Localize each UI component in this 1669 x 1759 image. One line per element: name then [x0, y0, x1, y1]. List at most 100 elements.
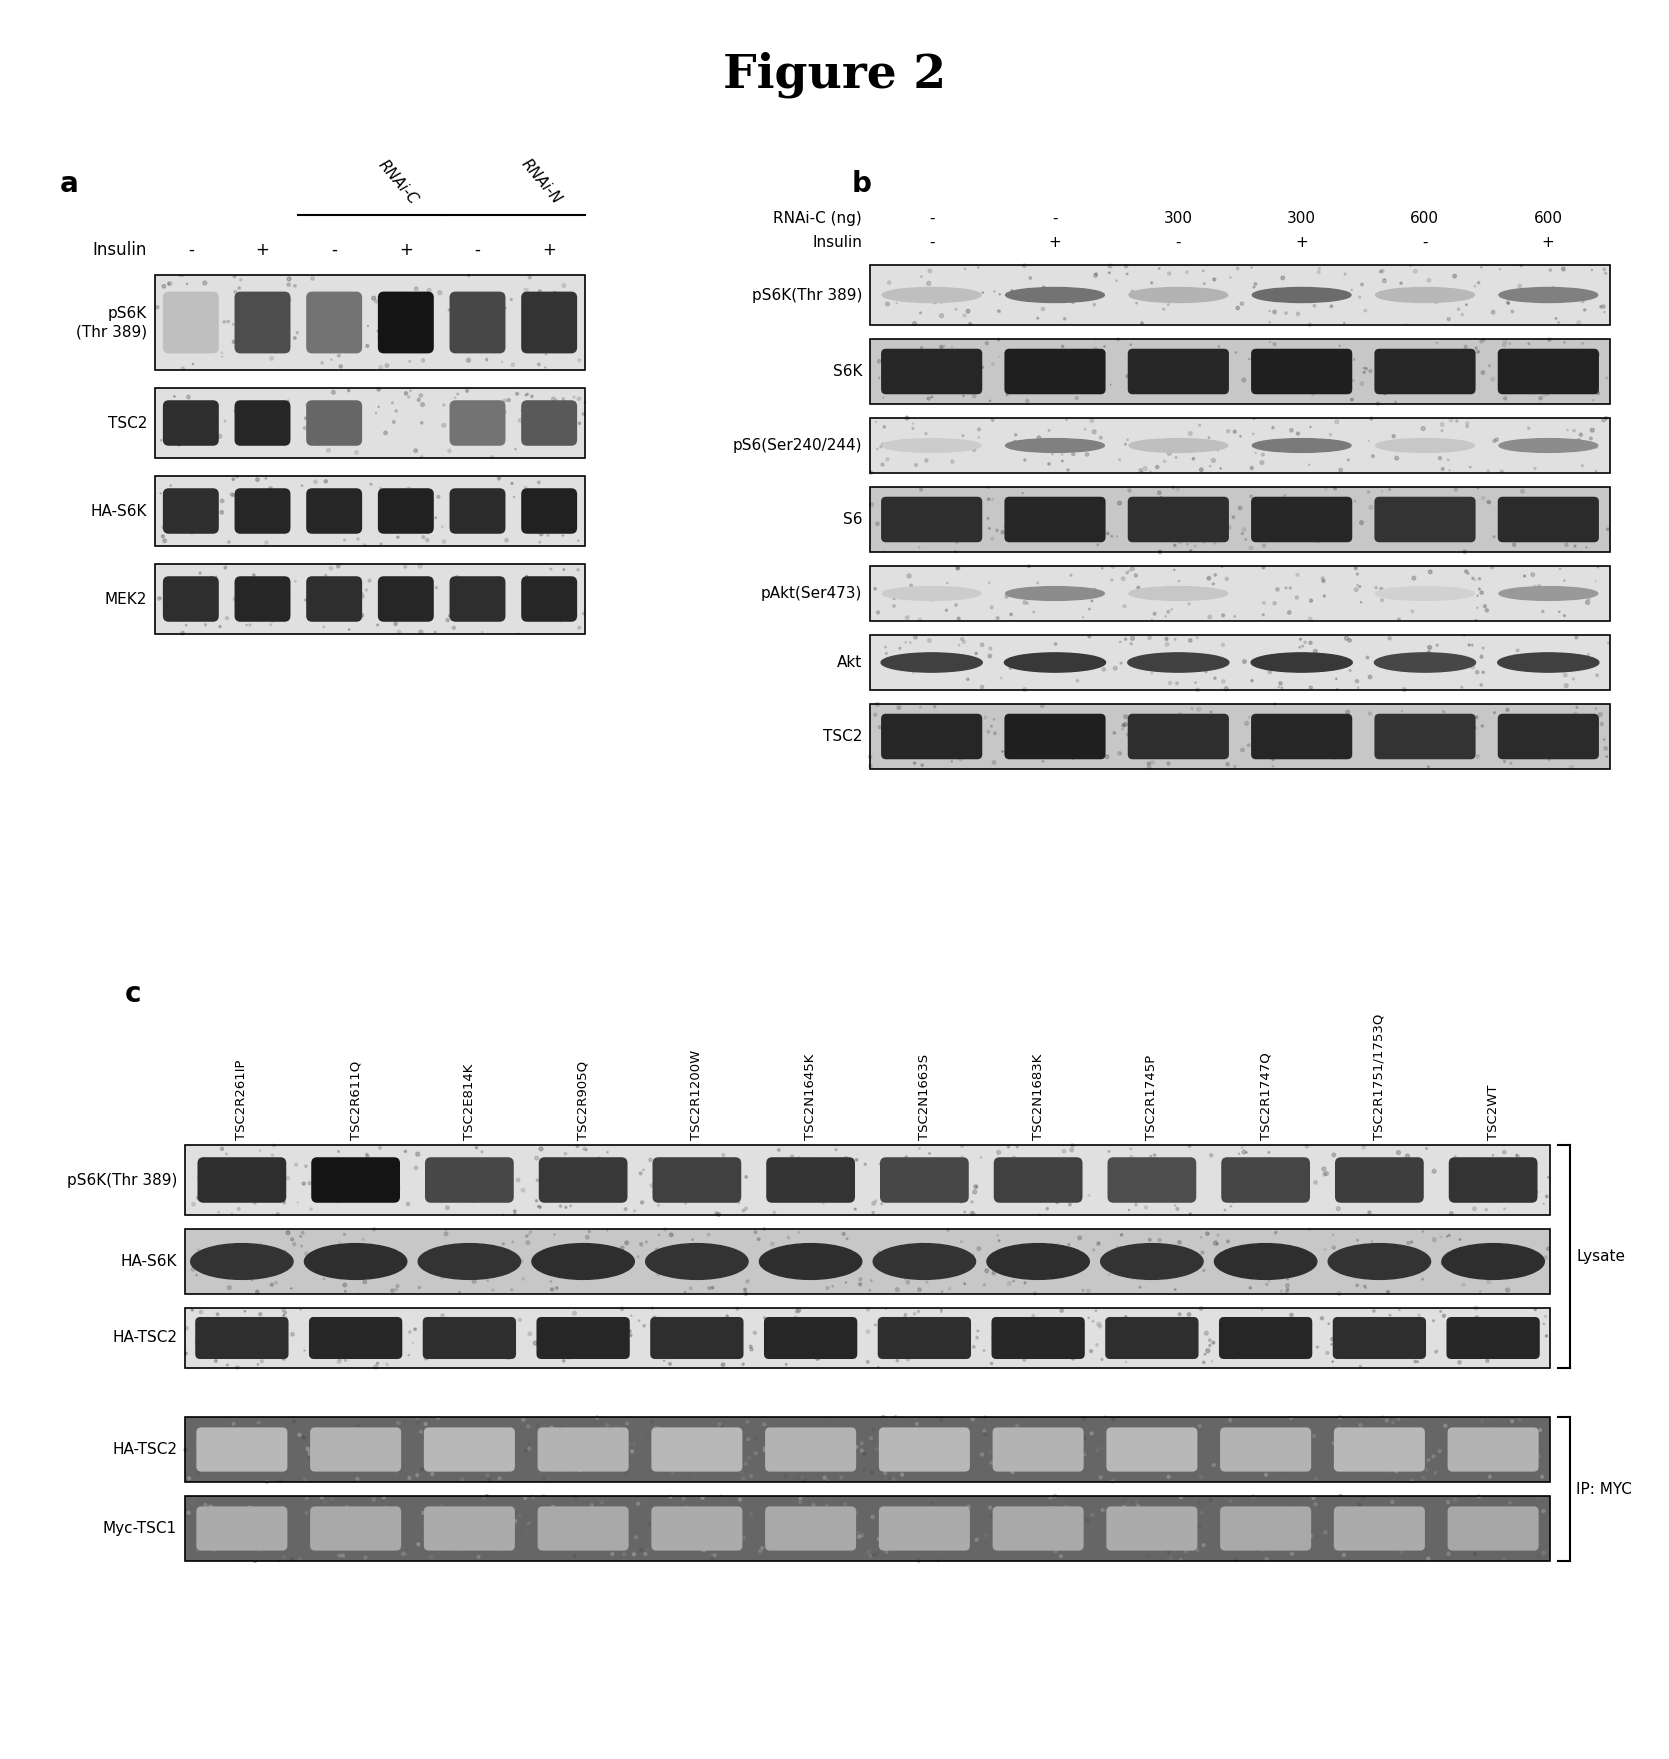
Circle shape [1504, 1249, 1507, 1252]
Circle shape [456, 1548, 457, 1550]
Circle shape [1218, 345, 1220, 347]
Circle shape [272, 1143, 275, 1147]
Circle shape [1577, 445, 1581, 447]
Circle shape [1492, 1189, 1495, 1193]
Circle shape [991, 419, 995, 422]
Circle shape [214, 1175, 215, 1177]
Circle shape [476, 1444, 479, 1448]
Circle shape [870, 503, 873, 507]
Circle shape [1180, 542, 1182, 544]
Circle shape [577, 1469, 581, 1472]
Circle shape [1172, 1428, 1175, 1432]
Circle shape [1283, 387, 1285, 389]
Circle shape [1205, 670, 1207, 672]
Circle shape [1450, 1453, 1454, 1456]
Circle shape [1013, 442, 1016, 443]
Circle shape [1066, 1175, 1070, 1179]
Ellipse shape [1252, 438, 1350, 452]
Circle shape [1487, 1281, 1490, 1284]
Circle shape [1339, 1471, 1340, 1474]
Circle shape [911, 1184, 915, 1186]
Circle shape [1103, 1416, 1107, 1420]
Circle shape [1359, 1458, 1362, 1460]
Circle shape [863, 1469, 866, 1471]
Circle shape [1457, 308, 1460, 310]
FancyBboxPatch shape [764, 1427, 856, 1472]
Circle shape [539, 1147, 542, 1150]
Circle shape [1369, 505, 1374, 510]
Circle shape [1330, 1337, 1334, 1340]
Circle shape [1439, 1449, 1440, 1453]
Circle shape [369, 1434, 372, 1435]
Text: pAkt(Ser473): pAkt(Ser473) [761, 586, 861, 602]
Circle shape [459, 296, 461, 297]
Circle shape [1180, 1495, 1183, 1499]
Circle shape [1604, 417, 1607, 420]
Circle shape [1163, 296, 1167, 299]
Circle shape [1275, 1544, 1278, 1548]
Circle shape [1253, 287, 1255, 288]
Circle shape [514, 1210, 516, 1212]
Circle shape [1117, 1541, 1120, 1544]
Circle shape [1330, 290, 1334, 292]
Circle shape [556, 1288, 557, 1289]
Circle shape [691, 1516, 694, 1520]
Circle shape [1545, 1335, 1547, 1337]
Circle shape [744, 1293, 748, 1296]
Circle shape [1492, 310, 1495, 315]
Text: Akt: Akt [836, 654, 861, 670]
Circle shape [1447, 1551, 1450, 1555]
Circle shape [951, 461, 955, 463]
Circle shape [499, 1432, 502, 1434]
Circle shape [629, 1335, 633, 1337]
Circle shape [1098, 1325, 1102, 1328]
Circle shape [1275, 588, 1278, 591]
Circle shape [1542, 744, 1544, 746]
Circle shape [1170, 1557, 1172, 1560]
Circle shape [639, 1244, 643, 1245]
Circle shape [1477, 281, 1480, 283]
Circle shape [910, 1553, 913, 1557]
Circle shape [1350, 1462, 1354, 1465]
Circle shape [285, 1231, 290, 1235]
Circle shape [254, 1560, 257, 1562]
Circle shape [1095, 1449, 1098, 1451]
Circle shape [304, 1478, 307, 1481]
Circle shape [527, 1439, 531, 1441]
Circle shape [1063, 317, 1066, 320]
Circle shape [199, 572, 202, 575]
Circle shape [330, 1497, 334, 1500]
Circle shape [1520, 369, 1524, 373]
Circle shape [1324, 595, 1325, 596]
Circle shape [749, 1513, 753, 1516]
Circle shape [1487, 1193, 1489, 1194]
Circle shape [1482, 496, 1485, 500]
Circle shape [1051, 716, 1056, 719]
Circle shape [728, 1537, 729, 1539]
Circle shape [1586, 656, 1589, 658]
Circle shape [1026, 399, 1030, 403]
Text: TSC2: TSC2 [823, 728, 861, 744]
Circle shape [1602, 304, 1606, 308]
Circle shape [898, 1455, 901, 1458]
Circle shape [446, 1333, 449, 1337]
Circle shape [527, 1332, 532, 1335]
Circle shape [1103, 1425, 1107, 1428]
Circle shape [1572, 677, 1574, 681]
Circle shape [1010, 1449, 1013, 1453]
Circle shape [1212, 1340, 1215, 1344]
Circle shape [950, 744, 951, 748]
Circle shape [1150, 1156, 1152, 1157]
Circle shape [439, 1263, 441, 1266]
Circle shape [1515, 1154, 1517, 1156]
Circle shape [214, 508, 217, 512]
Circle shape [1535, 1191, 1537, 1193]
Circle shape [991, 498, 993, 500]
Circle shape [317, 1455, 320, 1456]
Circle shape [1606, 376, 1607, 378]
FancyBboxPatch shape [536, 1317, 629, 1360]
Circle shape [801, 1476, 804, 1479]
Circle shape [1077, 1434, 1080, 1435]
Circle shape [1500, 389, 1502, 390]
Circle shape [1145, 1351, 1147, 1353]
